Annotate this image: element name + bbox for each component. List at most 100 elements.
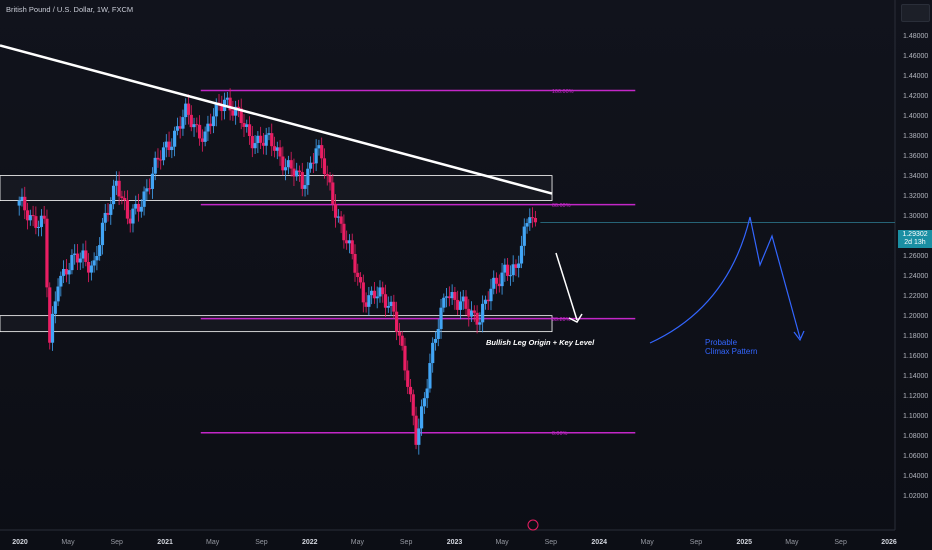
candle-body — [530, 217, 535, 219]
candle-body — [59, 275, 63, 287]
candle-body — [461, 296, 465, 302]
projection-arrow-head — [568, 313, 583, 323]
candle-body — [281, 156, 285, 171]
candle-body — [503, 264, 507, 273]
candle-body — [28, 215, 32, 221]
candle-body — [425, 388, 429, 399]
candle-body — [186, 103, 191, 115]
candle-body — [175, 126, 179, 131]
price-tick-label: 1.14000 — [903, 373, 928, 380]
candle-body — [20, 196, 24, 201]
candle-body — [361, 282, 365, 303]
candle-body — [92, 260, 96, 266]
candle-body — [125, 200, 130, 219]
candle-body — [167, 141, 171, 151]
candle-body — [397, 331, 401, 336]
candle-body — [114, 180, 118, 186]
candle-body — [203, 131, 207, 142]
candle-body — [111, 185, 116, 205]
candle-body — [23, 196, 27, 211]
candle-body — [306, 168, 310, 186]
candle-body — [322, 158, 327, 175]
candle-body — [164, 141, 168, 148]
candle-body — [308, 162, 313, 169]
time-tick-label: May — [495, 539, 509, 546]
time-tick-label: Sep — [400, 539, 413, 546]
candle-body — [475, 312, 479, 325]
candle-body — [303, 185, 307, 189]
candle-body — [328, 176, 332, 183]
candle-body — [508, 275, 512, 277]
candle-body — [42, 215, 46, 219]
candle-body — [239, 108, 243, 124]
candle-body — [422, 398, 426, 407]
time-tick-label: Sep — [834, 539, 847, 546]
candle-body — [73, 253, 77, 255]
time-tick-label: 2024 — [591, 539, 607, 546]
candle-body — [489, 288, 493, 302]
candle-body — [236, 106, 241, 109]
time-tick-label: 2020 — [12, 539, 28, 546]
candle-body — [206, 123, 210, 132]
candle-body — [350, 240, 354, 255]
time-tick-label: May — [61, 539, 75, 546]
price-tick-label: 1.38000 — [903, 133, 928, 140]
candle-body — [458, 301, 463, 310]
candle-body — [86, 261, 91, 273]
candle-body — [161, 147, 166, 161]
candle-body — [395, 311, 399, 332]
candle-body — [31, 215, 35, 217]
candle-body — [178, 126, 182, 129]
event-marker-icon — [527, 519, 539, 531]
candle-body — [134, 203, 138, 209]
chart-title: British Pound / U.S. Dollar, 1W, FXCM — [6, 5, 134, 14]
candle-body — [156, 157, 160, 160]
key-level-label: Bullish Leg Origin + Key Level — [486, 338, 595, 347]
price-tick-label: 1.22000 — [903, 293, 928, 300]
price-tick-label: 1.16000 — [903, 353, 928, 360]
candle-body — [78, 258, 82, 263]
candle-body — [214, 102, 218, 117]
candle-body — [295, 170, 299, 177]
candle-body — [533, 218, 537, 223]
candle-body — [264, 134, 268, 146]
price-tick-label: 1.04000 — [903, 473, 928, 480]
climax-pattern-path — [649, 216, 801, 344]
time-tick-label: Sep — [255, 539, 268, 546]
candle-body — [131, 208, 135, 224]
candle-body — [439, 307, 443, 329]
candle-body — [228, 97, 232, 111]
candle-body — [500, 272, 504, 287]
candle-body — [247, 124, 252, 137]
candle-body — [511, 264, 515, 276]
price-tick-label: 1.08000 — [903, 433, 928, 440]
chart-settings-button[interactable] — [901, 4, 930, 22]
candle-body — [450, 292, 454, 299]
candle-body — [75, 253, 80, 263]
candle-body — [95, 255, 99, 261]
candle-body — [514, 264, 518, 268]
candle-body — [197, 124, 202, 139]
candle-body — [56, 286, 60, 302]
candle-body — [195, 124, 199, 126]
candle-body — [408, 386, 413, 395]
candle-body — [209, 123, 213, 127]
candle-body — [123, 198, 127, 201]
candle-body — [150, 173, 155, 189]
candle-body — [139, 206, 143, 212]
current-price-value: 1.29302 — [902, 231, 928, 238]
candle-body — [389, 301, 393, 307]
candle-body — [317, 145, 321, 149]
candle-body — [211, 116, 216, 127]
candle-body — [442, 297, 446, 308]
time-tick-label: May — [785, 539, 799, 546]
candle-body — [136, 203, 141, 212]
candle-body — [67, 270, 71, 275]
candle-body — [62, 268, 66, 276]
candle-body — [378, 287, 382, 297]
candle-body — [84, 250, 88, 262]
candle-body — [419, 406, 424, 429]
price-tick-label: 1.40000 — [903, 113, 928, 120]
bar-countdown: 2d 13h — [904, 239, 926, 246]
